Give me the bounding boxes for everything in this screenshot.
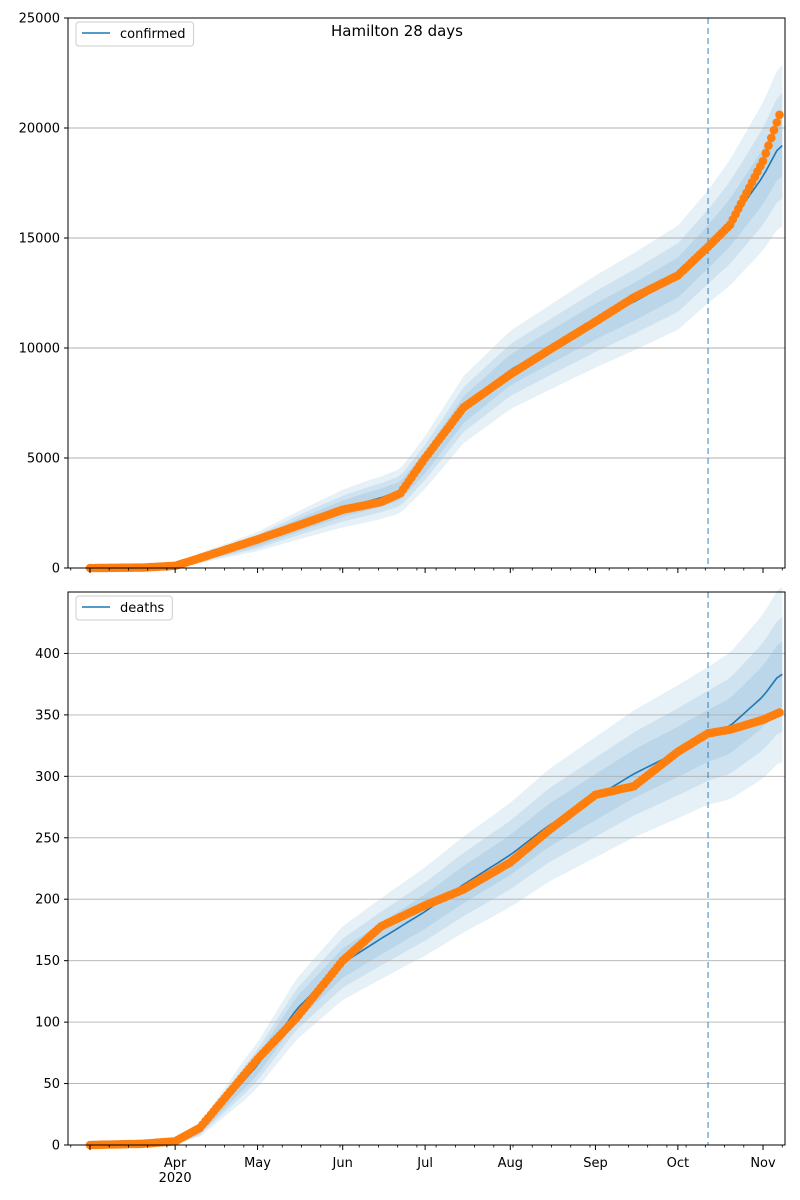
deaths-ytick-label-6: 300 [35,770,60,785]
deaths-observed-point [775,708,784,717]
deaths-ytick-label-0: 0 [52,1139,60,1154]
confirmed-ytick-label-3: 15000 [19,232,60,247]
deaths-y-axis: 0 50 100 150 200 250 300 350 400 [35,647,68,1154]
confirmed-ytick-label-1: 5000 [27,452,60,467]
confirmed-ytick-label-4: 20000 [19,122,60,137]
confirmed-observed-point [772,118,782,127]
confirmed-observed-point [764,141,773,150]
deaths-xtick-label-5: Sep [583,1156,608,1171]
deaths-xtick-label-4: Aug [498,1156,523,1171]
confirmed-band-1 [90,64,783,568]
deaths-legend-box [75,595,173,621]
confirmed-ytick-label-2: 10000 [19,342,60,357]
confirmed-legend: confirmed [75,21,195,47]
deaths-xtick-label-2: Jun [332,1156,353,1171]
confirmed-legend-label: confirmed [120,27,186,42]
confirmed-observed-point [769,125,779,135]
deaths-series [85,592,784,1150]
deaths-plot-frame [67,591,786,1146]
deaths-legend: deaths [75,595,173,621]
deaths-ytick-label-2: 100 [35,1016,60,1031]
confirmed-ytick-label-5: 25000 [19,12,60,27]
deaths-ytick-label-3: 150 [35,954,60,969]
deaths-xtick-label-0-year: 2020 [159,1171,192,1186]
deaths-ytick-label-1: 50 [43,1077,60,1092]
confirmed-plot-frame [67,17,786,569]
deaths-xtick-label-7: Nov [750,1156,776,1171]
confirmed-ytick-label-0: 0 [52,562,60,577]
confirmed-uncertainty-bands [90,64,783,569]
confirmed-observed-point [761,149,771,158]
deaths-xtick-label-6: Oct [667,1156,689,1171]
confirmed-observed-point [758,156,768,166]
deaths-ytick-label-8: 400 [35,647,60,662]
deaths-ytick-label-5: 250 [35,831,60,846]
confirmed-model-line [90,145,783,569]
deaths-band-3 [90,641,783,1145]
deaths-xtick-label-1: May [244,1156,271,1171]
deaths-observed-points [85,708,784,1150]
confirmed-observed-point [775,110,784,120]
confirmed-legend-box [75,21,195,47]
confirmed-panel: 0 5000 10000 15000 20000 25000 confirmed [19,12,786,577]
deaths-xtick-label-0: Apr [164,1156,187,1171]
confirmed-band-3 [90,115,783,569]
figure-title: Hamilton 28 days [331,22,463,40]
confirmed-band-2 [90,92,783,569]
deaths-uncertainty-bands [90,586,783,1145]
confirmed-y-axis: 0 5000 10000 15000 20000 25000 [19,12,68,577]
confirmed-observed-point [767,133,776,143]
deaths-xtick-label-3: Jul [416,1156,433,1171]
deaths-band-1 [90,586,783,1145]
deaths-ytick-label-7: 350 [35,708,60,723]
deaths-band-2 [90,617,783,1145]
deaths-ytick-label-4: 200 [35,893,60,908]
deaths-legend-label: deaths [120,601,165,616]
confirmed-observed-points [85,110,784,573]
